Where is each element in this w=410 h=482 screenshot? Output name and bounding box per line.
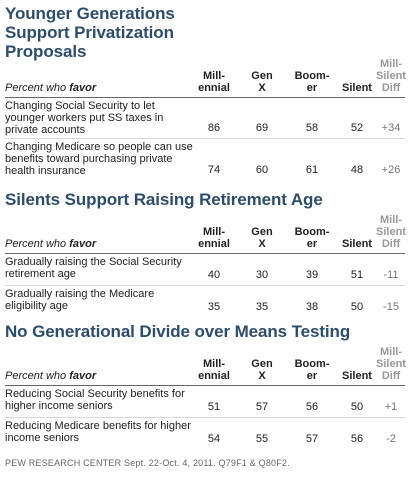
source-note: PEW RESEARCH CENTER Sept. 22-Oct. 4, 201…	[5, 458, 290, 468]
cell-diff: -15	[383, 301, 399, 313]
lead-bold: favor	[69, 238, 97, 250]
lead-label: Percent who favor	[5, 370, 96, 382]
cell-silent: 50	[350, 301, 364, 313]
cell-silent: 56	[350, 433, 364, 445]
row-label: Gradually raising the Social Security re…	[5, 256, 182, 280]
col-header-silent: Silent	[342, 82, 372, 94]
lead-bold: favor	[69, 370, 97, 382]
row-label: Gradually raising the Medicare eligibili…	[5, 288, 155, 312]
cell-boomer: 39	[305, 269, 319, 281]
col-header-diff: Mill- Silent Diff	[376, 346, 406, 382]
header-rule	[5, 385, 405, 386]
lead-prefix: Percent who	[5, 370, 67, 382]
col-header-boomer: Boom-er	[294, 70, 330, 94]
cell-diff: +26	[381, 164, 401, 176]
lead-label: Percent who favor	[5, 82, 96, 94]
row-label: Reducing Social Security benefits for hi…	[5, 388, 185, 412]
row-label: Reducing Medicare benefits for higher in…	[5, 420, 191, 444]
table-body: Gradually raising the Social Security re…	[5, 254, 405, 317]
table-row: Gradually raising the Medicare eligibili…	[5, 286, 405, 317]
table-row: Reducing Medicare benefits for higher in…	[5, 418, 405, 449]
table-body: Reducing Social Security benefits for hi…	[5, 386, 405, 449]
panel-retirement-age: Silents Support Raising Retirement Age P…	[5, 190, 406, 317]
section-title: Silents Support Raising Retirement Age	[5, 190, 323, 209]
section-title: No Generational Divide over Means Testin…	[5, 322, 351, 341]
row-label: Changing Medicare so people can use bene…	[5, 141, 193, 177]
cell-diff: +34	[381, 122, 401, 134]
cell-millennial: 86	[207, 122, 221, 134]
header-row: Percent who favor Mill-ennial Gen X Boom-er…	[5, 209, 406, 253]
cell-silent: 51	[350, 269, 364, 281]
header-row: Percent who favor Mill-ennial Gen X Boom-er…	[5, 58, 406, 97]
cell-millennial: 54	[207, 433, 221, 445]
cell-genx: 35	[255, 301, 269, 313]
col-header-silent: Silent	[342, 238, 372, 250]
cell-boomer: 57	[305, 433, 319, 445]
table-row: Changing Medicare so people can use bene…	[5, 139, 405, 180]
lead-prefix: Percent who	[5, 238, 67, 250]
col-header-boomer: Boom-er	[294, 226, 330, 250]
cell-silent: 50	[350, 401, 364, 413]
header-row: Percent who favor Mill-ennial Gen X Boom-er…	[5, 341, 406, 385]
col-header-genx: Gen X	[251, 70, 273, 94]
table-row: Reducing Social Security benefits for hi…	[5, 386, 405, 418]
lead-bold: favor	[69, 82, 97, 94]
col-header-silent: Silent	[342, 370, 372, 382]
cell-genx: 30	[255, 269, 269, 281]
cell-genx: 57	[255, 401, 269, 413]
cell-millennial: 40	[207, 269, 221, 281]
lead-prefix: Percent who	[5, 82, 67, 94]
lead-label: Percent who favor	[5, 238, 96, 250]
col-header-millennial: Mill-ennial	[198, 226, 230, 250]
section-title: Younger Generations Support Privatizatio…	[5, 4, 175, 61]
cell-silent: 48	[350, 164, 364, 176]
cell-millennial: 35	[207, 301, 221, 313]
header-rule	[5, 97, 405, 98]
table-row: Gradually raising the Social Security re…	[5, 254, 405, 286]
panel-means-testing: No Generational Divide over Means Testin…	[5, 322, 406, 449]
col-header-millennial: Mill-ennial	[198, 70, 230, 94]
table-row: Changing Social Security to let younger …	[5, 98, 405, 139]
header-rule	[5, 253, 405, 254]
cell-boomer: 56	[305, 401, 319, 413]
cell-boomer: 58	[305, 122, 319, 134]
panel-privatization: Younger Generations Support Privatizatio…	[5, 4, 406, 180]
col-header-genx: Gen X	[251, 226, 273, 250]
cell-genx: 55	[255, 433, 269, 445]
cell-millennial: 74	[207, 164, 221, 176]
cell-millennial: 51	[207, 401, 221, 413]
col-header-boomer: Boom-er	[294, 358, 330, 382]
cell-diff: -11	[383, 269, 399, 281]
col-header-genx: Gen X	[251, 358, 273, 382]
cell-diff: -2	[386, 433, 396, 445]
col-header-millennial: Mill-ennial	[198, 358, 230, 382]
cell-silent: 52	[350, 122, 364, 134]
cell-boomer: 61	[305, 164, 319, 176]
col-header-diff: Mill- Silent Diff	[376, 214, 406, 250]
table-body: Changing Social Security to let younger …	[5, 98, 405, 180]
cell-boomer: 38	[305, 301, 319, 313]
cell-genx: 60	[255, 164, 269, 176]
row-label: Changing Social Security to let younger …	[5, 100, 164, 136]
cell-diff: +1	[384, 401, 398, 413]
cell-genx: 69	[255, 122, 269, 134]
col-header-diff: Mill- Silent Diff	[376, 58, 406, 94]
